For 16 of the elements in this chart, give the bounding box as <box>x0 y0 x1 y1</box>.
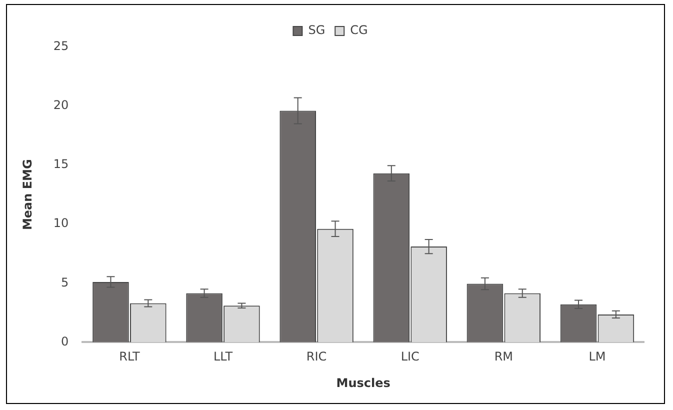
y-axis-title: Mean EMG <box>20 159 34 230</box>
legend-label: SG <box>308 23 326 38</box>
y-tick-label: 20 <box>53 98 69 112</box>
x-tick-label: RIC <box>306 350 327 364</box>
y-tick-label: 15 <box>53 157 69 172</box>
y-tick-label: 10 <box>53 216 69 230</box>
y-tick-label: 5 <box>61 275 69 290</box>
x-tick-label: RM <box>494 350 514 364</box>
legend-label: CG <box>350 23 368 38</box>
x-tick-label: RLT <box>119 350 140 364</box>
x-axis-title: Muscles <box>336 376 390 390</box>
y-tick-label: 25 <box>53 39 69 54</box>
x-tick-label: LIC <box>400 350 420 364</box>
x-tick-label: LM <box>588 350 606 364</box>
y-tick-label: 0 <box>61 334 69 348</box>
x-tick-label: LLT <box>213 350 234 364</box>
